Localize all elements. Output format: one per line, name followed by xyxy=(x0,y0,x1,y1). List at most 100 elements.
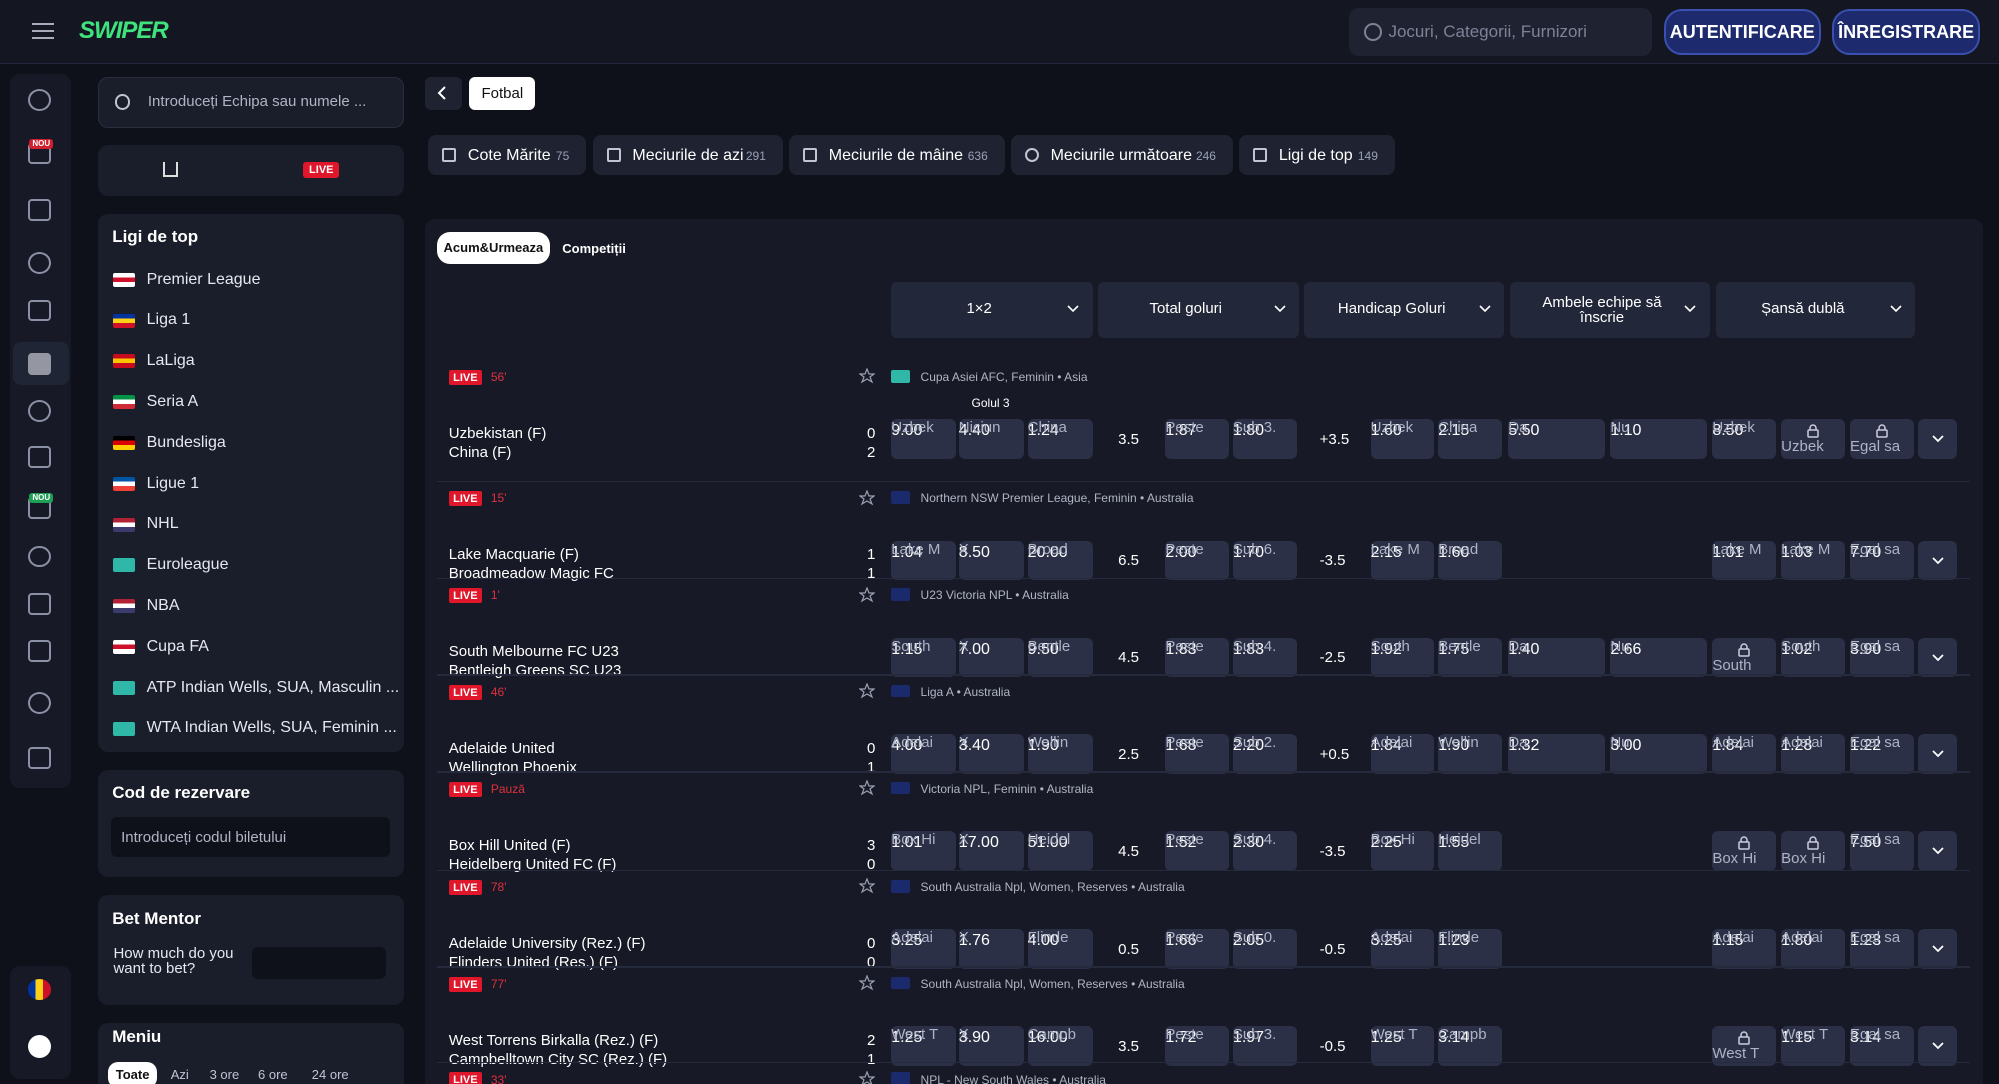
odds-button[interactable]: 1.10 Nu xyxy=(1610,419,1708,459)
away-team[interactable]: Bentleigh Greens SC U23 xyxy=(448,662,622,679)
odds-button[interactable]: 17.00 X xyxy=(958,831,1024,871)
odds-button[interactable]: 1.04 Lake M xyxy=(891,540,957,581)
league-link[interactable]: Premier League xyxy=(146,270,261,288)
back-button[interactable] xyxy=(424,76,462,110)
home-team[interactable]: South Melbourne FC U23 xyxy=(448,642,619,660)
tab-active[interactable]: Acum&Urmeaza xyxy=(437,232,550,264)
expand-button[interactable] xyxy=(1917,831,1958,871)
odds-button[interactable]: 3.14 Egal sa xyxy=(1850,1026,1914,1066)
expand-button[interactable] xyxy=(1917,419,1958,459)
login-button[interactable]: AUTENTIFICARE xyxy=(1663,8,1821,55)
odds-button[interactable]: 2.30 Sub 4. xyxy=(1232,831,1297,871)
odds-button[interactable]: 3.40 X xyxy=(958,734,1024,774)
odds-button[interactable]: 1.84 Adelai xyxy=(1370,734,1435,774)
rail-icon[interactable] xyxy=(28,89,51,111)
odds-button[interactable]: 1.03 Lake M xyxy=(1781,540,1845,581)
home-team[interactable]: Adelaide United xyxy=(448,739,555,757)
market-header[interactable] xyxy=(891,281,1093,338)
odds-button[interactable]: 2.15 China xyxy=(1438,419,1502,459)
market-header[interactable] xyxy=(1097,281,1300,338)
away-team[interactable]: Heidelberg United FC (F) xyxy=(448,855,617,873)
register-button[interactable]: ÎNREGISTRARE xyxy=(1832,8,1981,55)
league-link[interactable]: NHL xyxy=(146,515,179,533)
menu-tab[interactable]: 6 ore xyxy=(258,1067,288,1083)
rail-icon[interactable] xyxy=(28,252,51,275)
odds-button[interactable]: 1.01 Box Hi xyxy=(891,831,957,871)
home-team[interactable]: Lake Macquarie (F) xyxy=(448,545,579,563)
odds-button[interactable]: South xyxy=(1712,637,1777,678)
odds-button[interactable]: 1.66 Peste xyxy=(1165,929,1230,969)
filter-tab[interactable] xyxy=(1239,135,1395,175)
odds-button[interactable]: 2.25 Box Hi xyxy=(1370,831,1435,871)
odds-button[interactable]: 1.01 Lake M xyxy=(1712,540,1777,581)
tab[interactable]: Competiții xyxy=(562,241,626,257)
favorite-star[interactable] xyxy=(858,1070,877,1084)
filter-tab[interactable] xyxy=(1011,135,1233,175)
odds-button[interactable]: 1.02 South xyxy=(1781,637,1845,678)
favorite-star[interactable] xyxy=(858,585,877,602)
expand-button[interactable] xyxy=(1917,540,1958,581)
odds-button[interactable]: 2.20 Sub 2. xyxy=(1232,734,1297,774)
league-link[interactable]: WTA Indian Wells, SUA, Feminin ... xyxy=(146,719,397,737)
menu-tab[interactable]: 24 ore xyxy=(311,1067,349,1083)
league-link[interactable]: Euroleague xyxy=(146,556,229,574)
league-link[interactable]: ATP Indian Wells, SUA, Masculin ... xyxy=(146,678,400,696)
odds-button[interactable]: 1.15 West T xyxy=(1781,1026,1845,1066)
filter-tab[interactable] xyxy=(592,135,783,175)
search-box[interactable] xyxy=(1348,7,1653,57)
odds-button[interactable]: 3.14 Campb xyxy=(1438,1026,1502,1066)
odds-button[interactable]: 1.75 Bentle xyxy=(1438,637,1502,678)
away-team[interactable]: China (F) xyxy=(448,443,512,461)
odds-button[interactable]: 1.15 South xyxy=(891,637,957,678)
odds-button[interactable]: West T xyxy=(1712,1026,1777,1066)
odds-button[interactable]: 51.00 Heidel xyxy=(1027,831,1093,871)
league-link[interactable]: Liga 1 xyxy=(146,311,191,329)
market-header[interactable] xyxy=(1304,281,1505,338)
expand-button[interactable] xyxy=(1917,1026,1958,1066)
odds-button[interactable]: 1.80 Adelai xyxy=(1781,929,1845,969)
odds-button[interactable]: 16.00 Campb xyxy=(1027,1026,1093,1066)
odds-button[interactable]: 7.50 Egal sa xyxy=(1850,831,1914,871)
favorite-star[interactable] xyxy=(858,877,877,894)
odds-button[interactable]: 1.25 West T xyxy=(1370,1026,1435,1066)
odds-button[interactable]: 1.25 West T xyxy=(891,1026,957,1066)
rail-icon[interactable] xyxy=(28,198,51,221)
odds-button[interactable]: 1.60 Uzbek xyxy=(1370,419,1435,459)
odds-button[interactable]: 1.76 X xyxy=(958,929,1024,969)
rail-icon[interactable] xyxy=(28,299,51,322)
odds-button[interactable]: 8.50 X xyxy=(958,540,1024,581)
odds-button[interactable]: 1.70 Sub 6. xyxy=(1232,540,1297,581)
odds-button[interactable]: 1.80 Sub 3. xyxy=(1232,419,1297,459)
odds-button[interactable]: 1.15 Adelai xyxy=(1712,929,1777,969)
odds-button[interactable]: 1.24 China xyxy=(1027,419,1093,459)
favorite-star[interactable] xyxy=(858,779,877,796)
market-header[interactable] xyxy=(1509,281,1710,338)
language-flag[interactable] xyxy=(28,979,51,1000)
home-team[interactable]: Uzbekistan (F) xyxy=(448,424,547,442)
odds-button[interactable]: 1.40 Da xyxy=(1508,637,1606,678)
odds-button[interactable]: 1.60 Broad xyxy=(1438,540,1502,581)
odds-button[interactable]: 1.23 Flinde xyxy=(1438,929,1502,969)
odds-button[interactable]: Box Hi xyxy=(1781,831,1845,871)
away-team[interactable]: Campbelltown City SC (Rez.) (F) xyxy=(448,1050,668,1068)
odds-button[interactable]: Box Hi xyxy=(1712,831,1777,871)
odds-button[interactable]: 2.05 Sub 0. xyxy=(1232,929,1297,969)
rail-icon[interactable] xyxy=(28,640,51,662)
rail-icon[interactable] xyxy=(28,747,51,769)
mentor-input[interactable] xyxy=(252,947,387,980)
odds-button[interactable]: 1.97 Sub 3. xyxy=(1232,1026,1297,1066)
away-team[interactable]: Broadmeadow Magic FC xyxy=(448,565,614,583)
rail-icon[interactable] xyxy=(28,545,51,568)
odds-button[interactable]: 3.00 Nu xyxy=(1610,734,1708,774)
odds-button[interactable]: Uzbek xyxy=(1781,419,1845,459)
rail-icon[interactable] xyxy=(28,592,51,615)
odds-button[interactable]: 1.23 Egal sa xyxy=(1850,929,1914,969)
league-link[interactable]: Bundesliga xyxy=(146,433,226,451)
odds-button[interactable]: 1.83 Sub 4. xyxy=(1232,637,1297,678)
odds-button[interactable]: 1.83 Peste xyxy=(1165,637,1230,678)
odds-button[interactable]: 1.55 Heidel xyxy=(1438,831,1502,871)
odds-button[interactable]: 9.00 Uzbek xyxy=(891,419,957,459)
rail-icon[interactable] xyxy=(28,692,51,714)
odds-button[interactable]: 9.50 Bentle xyxy=(1027,637,1093,678)
menu-tab[interactable]: 3 ore xyxy=(209,1067,240,1083)
